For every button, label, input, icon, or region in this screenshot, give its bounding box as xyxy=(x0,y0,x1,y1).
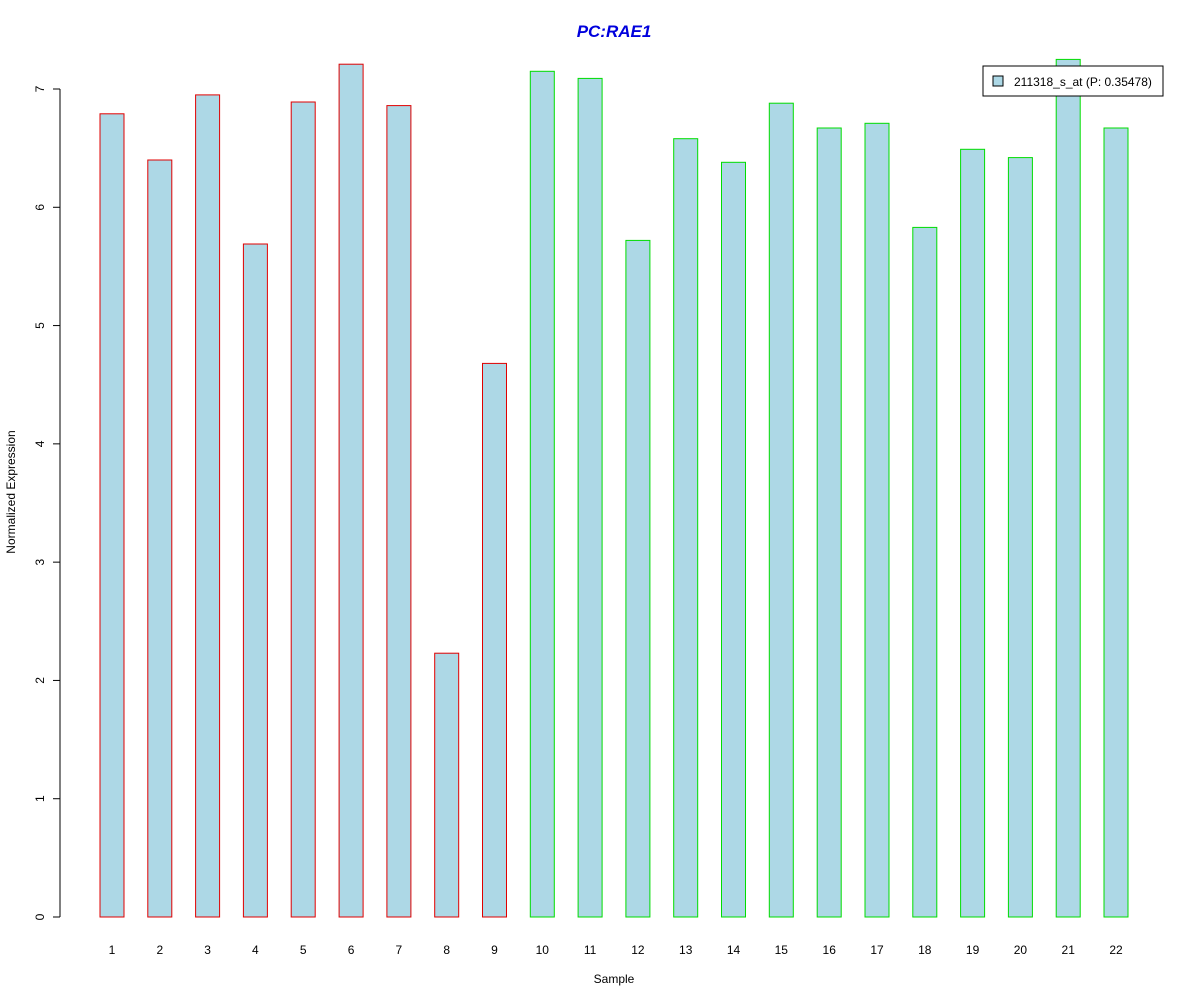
y-tick-label: 1 xyxy=(33,795,47,802)
x-tick-label: 17 xyxy=(870,943,884,957)
bar-8 xyxy=(434,652,460,918)
bar-18 xyxy=(912,226,938,918)
x-tick-label: 14 xyxy=(727,943,741,957)
x-tick-label: 21 xyxy=(1062,943,1076,957)
y-tick-label: 7 xyxy=(33,85,47,92)
bar-11 xyxy=(577,77,603,918)
chart-title: PC:RAE1 xyxy=(577,22,652,41)
legend-swatch xyxy=(992,75,1004,87)
bar-17 xyxy=(864,122,890,918)
legend-box xyxy=(982,65,1164,97)
x-tick-label: 13 xyxy=(679,943,693,957)
bar-6 xyxy=(338,63,364,918)
bar-15 xyxy=(768,102,794,918)
x-tick-label: 18 xyxy=(918,943,932,957)
y-tick-label: 2 xyxy=(33,677,47,684)
legend: 211318_s_at (P: 0.35478) xyxy=(982,65,1164,97)
bar-19 xyxy=(960,148,986,918)
bar-10 xyxy=(529,70,555,918)
x-tick-label: 22 xyxy=(1109,943,1123,957)
y-tick-label: 6 xyxy=(33,204,47,211)
x-tick-label: 16 xyxy=(823,943,837,957)
bar-13 xyxy=(673,138,699,918)
bar-21 xyxy=(1055,58,1081,918)
x-tick-label: 5 xyxy=(300,943,307,957)
legend-entry: 211318_s_at (P: 0.35478) xyxy=(1014,75,1152,89)
x-tick-label: 3 xyxy=(204,943,211,957)
bar-22 xyxy=(1103,127,1129,918)
x-tick-label: 1 xyxy=(109,943,116,957)
bar-14 xyxy=(721,161,746,918)
x-tick-label: 6 xyxy=(348,943,355,957)
x-tick-label: 20 xyxy=(1014,943,1028,957)
x-tick-label: 7 xyxy=(396,943,403,957)
x-tick-label: 15 xyxy=(775,943,789,957)
x-tick-label: 9 xyxy=(491,943,498,957)
bar-7 xyxy=(386,105,412,918)
x-tick-label: 11 xyxy=(584,943,597,957)
x-tick-label: 19 xyxy=(966,943,980,957)
bar-1 xyxy=(99,113,125,918)
y-axis: 0 1 2 3 4 5 6 7 xyxy=(33,85,61,920)
x-tick-label: 8 xyxy=(443,943,450,957)
y-tick-label: 4 xyxy=(33,440,47,447)
y-axis-label: Normalized Expression xyxy=(4,430,18,553)
bars-group xyxy=(99,58,1129,918)
x-tick-label: 2 xyxy=(156,943,163,957)
x-tick-label: 10 xyxy=(536,943,550,957)
bar-3 xyxy=(195,94,221,918)
bar-2 xyxy=(147,159,173,918)
y-tick-label: 0 xyxy=(33,913,47,920)
y-tick-label: 5 xyxy=(33,322,47,329)
bar-16 xyxy=(816,127,842,918)
y-tick-label: 3 xyxy=(33,558,47,565)
x-axis-label: Sample xyxy=(594,972,635,986)
x-axis-labels: 1 2 3 4 5 6 7 8 9 10 11 12 13 14 15 16 17 18 19 20 21 22 xyxy=(109,943,1123,957)
bar-5 xyxy=(290,101,316,918)
bar-9 xyxy=(482,362,507,918)
bar-4 xyxy=(242,243,268,918)
x-tick-label: 12 xyxy=(631,943,645,957)
bar-20 xyxy=(1007,157,1033,918)
bar-12 xyxy=(625,239,651,918)
x-tick-label: 4 xyxy=(252,943,259,957)
